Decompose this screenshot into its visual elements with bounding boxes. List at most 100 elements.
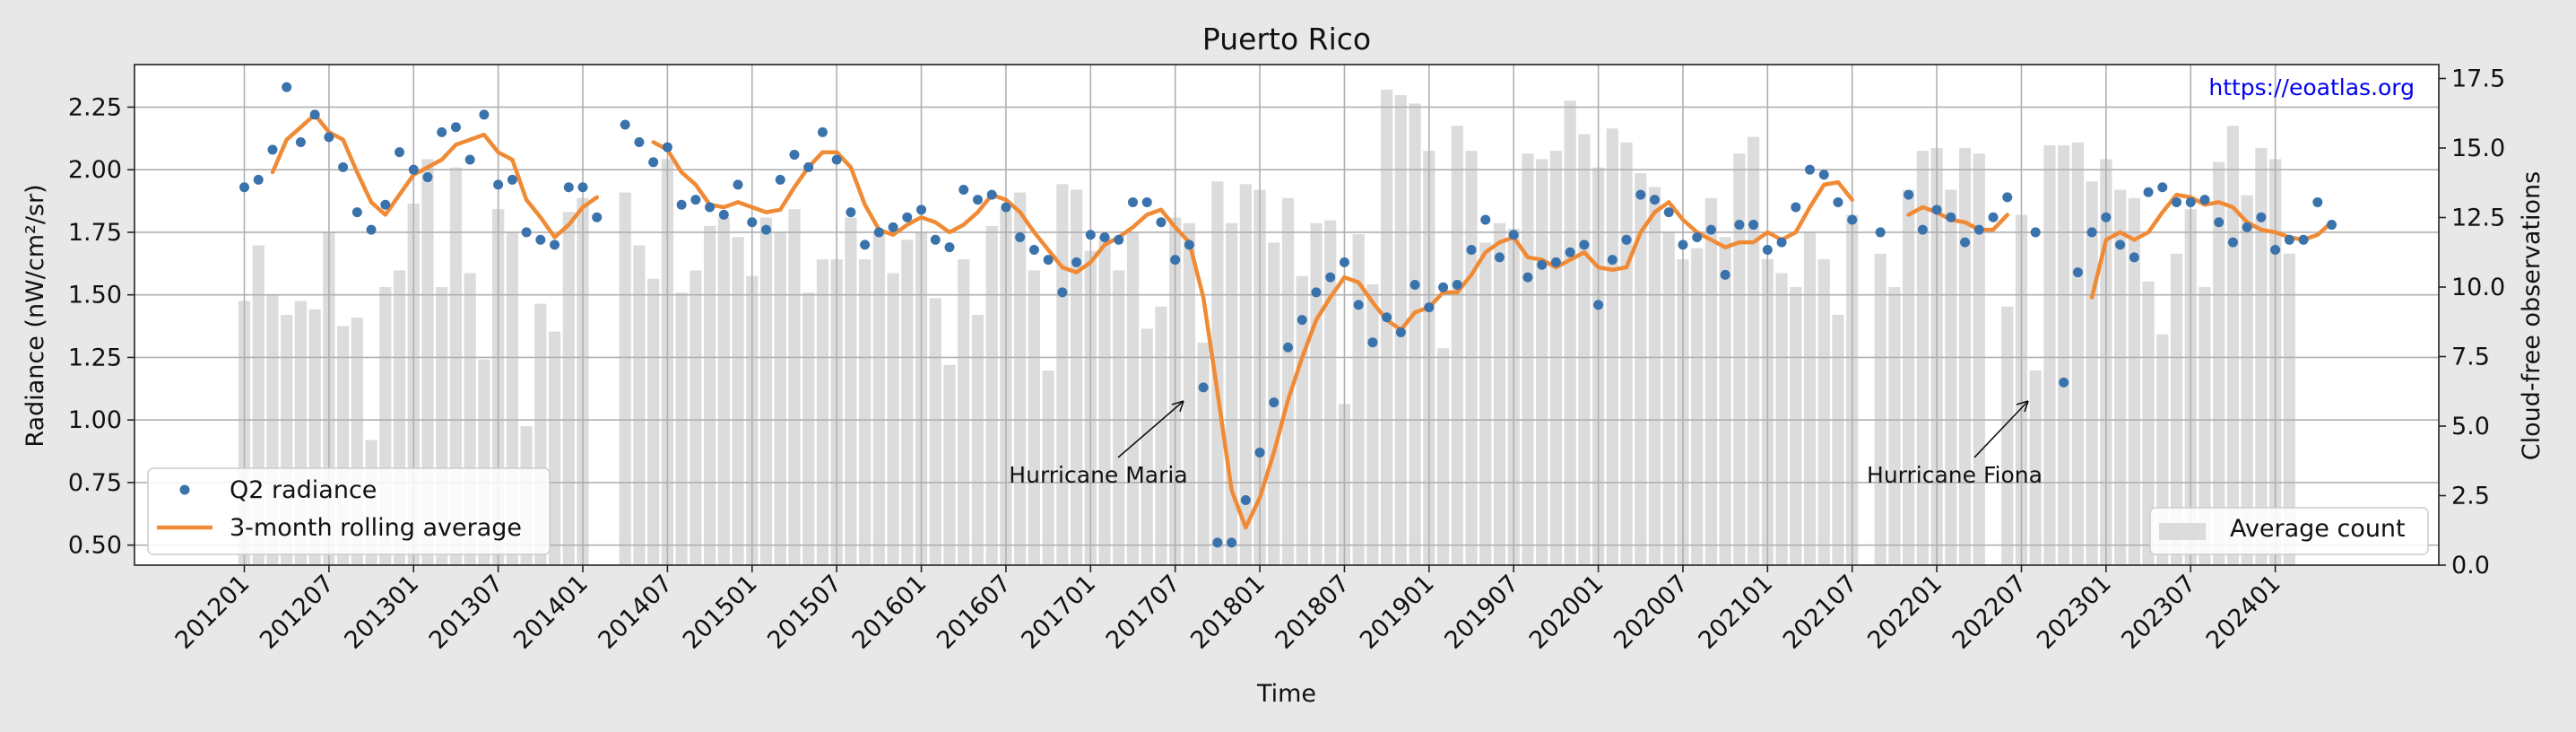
radiance-point [1537, 259, 1548, 270]
radiance-point [2227, 237, 2238, 248]
radiance-point [1043, 255, 1054, 266]
count-bar [647, 278, 660, 565]
radiance-point [1494, 252, 1505, 263]
radiance-point [1339, 257, 1349, 267]
count-bar [1113, 270, 1125, 565]
radiance-point [1269, 397, 1279, 408]
count-bar [1662, 231, 1675, 565]
count-bar [1281, 197, 1295, 566]
radiance-point [1931, 205, 1942, 215]
count-bar [901, 240, 914, 565]
left-tick-label: 0.50 [68, 532, 122, 560]
count-bar [2043, 144, 2056, 565]
radiance-point [2129, 252, 2139, 263]
radiance-point [1466, 244, 1477, 255]
count-bar [1183, 222, 1196, 565]
radiance-point [873, 227, 884, 238]
radiance-point [1847, 214, 1858, 225]
radiance-point [380, 199, 391, 210]
count-bar [1648, 187, 1661, 565]
annotation-hurricane-maria: Hurricane Maria [1009, 400, 1188, 488]
count-bar [1691, 248, 1704, 565]
radiance-point [1015, 232, 1026, 243]
radiance-point [2115, 240, 2126, 250]
count-bar [788, 209, 801, 565]
legend-right: Average count [2149, 507, 2429, 555]
count-bar [2071, 142, 2084, 566]
radiance-point [2030, 227, 2041, 238]
radiance-point [986, 189, 997, 200]
legend-label-rolling: 3-month rolling average [230, 514, 522, 542]
count-bar [929, 298, 941, 565]
radiance-point [2072, 267, 2083, 278]
radiance-point [2270, 244, 2281, 255]
radiance-point [1593, 300, 1604, 310]
radiance-point [2002, 192, 2013, 203]
plot-frame [134, 64, 2440, 566]
radiance-point [789, 149, 800, 160]
count-bar [2029, 370, 2042, 565]
radiance-point [620, 119, 630, 130]
count-bar [985, 225, 998, 566]
radiance-point [2327, 220, 2337, 231]
radiance-point [563, 182, 574, 193]
radiance-point [1367, 337, 1378, 348]
count-bar [1451, 126, 1463, 565]
radiance-point [2086, 227, 2097, 238]
left-tick-label: 1.25 [68, 344, 122, 371]
radiance-point [1776, 237, 1787, 248]
count-bar [1409, 103, 1421, 565]
radiance-point [1508, 230, 1519, 240]
source-watermark[interactable]: https://eoatlas.org [2208, 74, 2415, 100]
left-tick-label: 1.50 [68, 282, 122, 309]
radiance-point [1114, 234, 1124, 245]
radiance-point [2298, 234, 2309, 245]
left-tick-label: 0.75 [68, 469, 122, 497]
radiance-point [803, 161, 814, 172]
radiance-point [1184, 240, 1194, 250]
count-bar [449, 167, 463, 565]
radiance-point [1170, 255, 1181, 266]
count-bar [943, 364, 956, 565]
radiance-point [676, 199, 687, 210]
radiance-point [1663, 207, 1674, 218]
radiance-point [690, 195, 701, 205]
right-tick-label: 7.5 [2451, 344, 2490, 371]
count-bar [2199, 287, 2211, 565]
radiance-point [1452, 280, 1462, 291]
legend-label-radiance: Q2 radiance [230, 476, 377, 504]
count-bar [1126, 231, 1140, 565]
count-bar [1197, 343, 1210, 565]
left-tick-label: 2.00 [68, 156, 122, 184]
radiance-point [2312, 196, 2323, 207]
radiance-point [1099, 232, 1110, 243]
legend-label-count: Average count [2230, 515, 2406, 543]
left-tick-label: 2.25 [68, 93, 122, 121]
radiance-point [1522, 272, 1533, 283]
radiance-point [1311, 287, 1322, 298]
rolling-average-segment [651, 140, 1854, 530]
radiance-point [437, 126, 447, 137]
radiance-point [1973, 224, 1984, 235]
radiance-point [592, 212, 603, 222]
radiance-point [1028, 244, 1039, 255]
radiance-point [2284, 234, 2294, 245]
radiance-point [2059, 377, 2069, 388]
radiance-point [1071, 257, 1082, 267]
count-bar [2058, 144, 2070, 565]
radiance-point [1635, 189, 1646, 200]
count-bar [1056, 184, 1069, 566]
legend-right-box [2149, 507, 2429, 555]
radiance-point [1904, 189, 1914, 200]
count-bar [887, 273, 899, 565]
radiance-point [1705, 224, 1716, 235]
count-bar [759, 217, 773, 565]
radiance-point [1001, 202, 1011, 213]
count-bar [1479, 242, 1492, 565]
radiance-point [1156, 217, 1167, 228]
count-bar [732, 237, 744, 565]
radiance-point [1678, 240, 1688, 250]
count-bar [717, 217, 730, 565]
radiance-point [1550, 257, 1561, 267]
count-bar [548, 331, 561, 565]
